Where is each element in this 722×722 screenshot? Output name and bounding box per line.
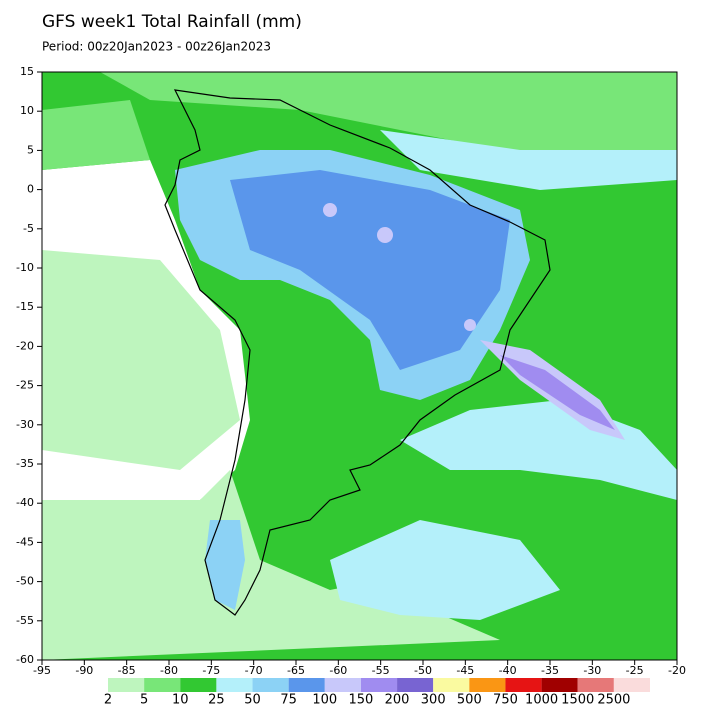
- x-tick-label: -85: [118, 664, 136, 677]
- x-tick-label: -20: [668, 664, 686, 677]
- colorbar-label: 300: [421, 693, 446, 708]
- y-tick-label: -10: [16, 261, 34, 274]
- colorbar-label: 200: [385, 693, 410, 708]
- y-tick-label: 5: [27, 143, 34, 156]
- x-tick-label: -70: [245, 664, 263, 677]
- colorbar-box: [397, 678, 434, 692]
- colorbar-box: [216, 678, 253, 692]
- x-tick-label: -25: [626, 664, 644, 677]
- colorbar-box: [180, 678, 217, 692]
- y-tick-label: -45: [16, 535, 34, 548]
- y-tick-label: -60: [16, 653, 34, 666]
- colorbar-label: 5: [140, 693, 148, 708]
- colorbar-box: [360, 678, 398, 692]
- y-tick-label: -40: [16, 496, 34, 509]
- y-tick-label: -35: [16, 457, 34, 470]
- y-tick-label: -20: [16, 339, 34, 352]
- colorbar-box: [577, 678, 614, 692]
- y-tick-label: -55: [16, 614, 34, 627]
- colorbar-label: 1000: [525, 693, 558, 708]
- colorbar-box: [252, 678, 289, 692]
- colorbar-label: 750: [493, 693, 518, 708]
- y-tick-label: -15: [16, 300, 34, 313]
- x-tick-label: -30: [583, 664, 601, 677]
- x-tick-label: -45: [456, 664, 474, 677]
- colorbar-label: 75: [280, 693, 297, 708]
- colorbar-box: [324, 678, 361, 692]
- colorbar-label: 50: [244, 693, 261, 708]
- x-tick-label: -60: [329, 664, 347, 677]
- coastline: [164, 89, 551, 616]
- x-tick-label: -35: [541, 664, 559, 677]
- x-tick-label: -50: [414, 664, 432, 677]
- colorbar-label: 100: [312, 693, 337, 708]
- x-tick-label: -55: [372, 664, 390, 677]
- x-tick-label: -65: [287, 664, 305, 677]
- colorbar-label: 2500: [597, 693, 630, 708]
- colorbar-label: 2: [104, 693, 112, 708]
- colorbar-label: 1500: [561, 693, 594, 708]
- y-tick-label: -25: [16, 379, 34, 392]
- colorbar-label: 25: [208, 693, 225, 708]
- rainfall-field: [42, 72, 677, 660]
- x-tick-label: -75: [202, 664, 220, 677]
- colorbar-box: [541, 678, 578, 692]
- y-tick-label: -5: [23, 222, 34, 235]
- colorbar-label: 150: [349, 693, 374, 708]
- colorbar-box: [144, 678, 181, 692]
- colorbar-box: [613, 678, 650, 692]
- x-tick-label: -90: [75, 664, 93, 677]
- x-tick-label: -95: [33, 664, 51, 677]
- colorbar-box: [288, 678, 325, 692]
- y-tick-label: -50: [16, 575, 34, 588]
- x-tick-label: -80: [160, 664, 178, 677]
- plot-frame: [41, 71, 678, 661]
- colorbar-box: [505, 678, 542, 692]
- colorbar-box: [433, 678, 470, 692]
- colorbar-box: [469, 678, 506, 692]
- colorbar-label: 500: [457, 693, 482, 708]
- x-tick-label: -40: [499, 664, 517, 677]
- y-tick-label: -30: [16, 418, 34, 431]
- y-tick-label: 10: [20, 104, 34, 117]
- y-tick-label: 15: [20, 65, 34, 78]
- map-period: Period: 00z20Jan2023 - 00z26Jan2023: [42, 40, 271, 54]
- map-title: GFS week1 Total Rainfall (mm): [42, 12, 302, 32]
- colorbar-box: [108, 678, 145, 692]
- y-tick-label: 0: [27, 183, 34, 196]
- colorbar-label: 10: [172, 693, 189, 708]
